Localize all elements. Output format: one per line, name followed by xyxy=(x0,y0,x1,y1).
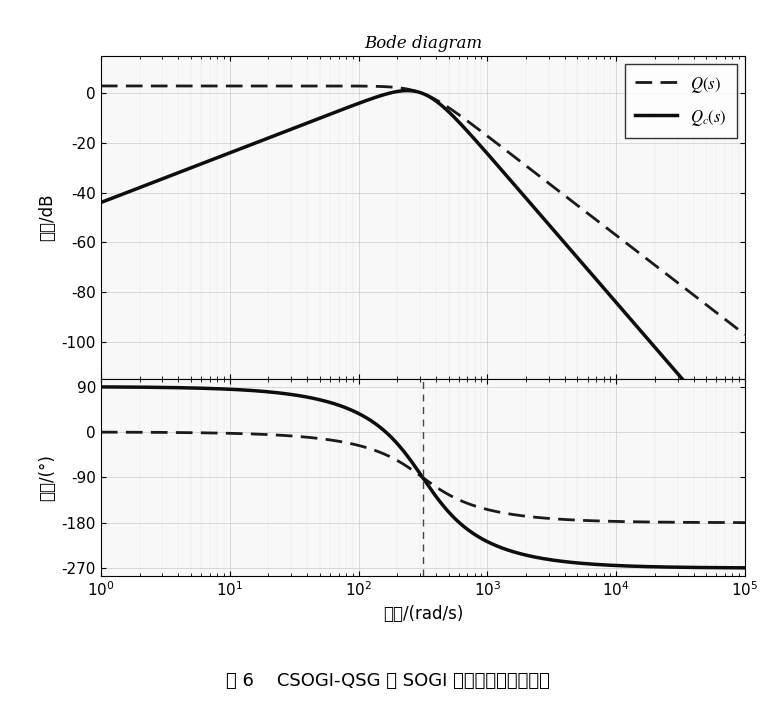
Title: Bode diagram: Bode diagram xyxy=(364,35,482,52)
$Q(s)$ xyxy=(129,81,138,90)
Legend: $Q(s)$, $Q_c(s)$: $Q(s)$, $Q_c(s)$ xyxy=(625,65,736,138)
$Q(s)$ xyxy=(114,81,123,90)
$Q_c(s)$ xyxy=(505,176,514,184)
$Q_c(s)$ xyxy=(573,255,583,263)
$Q(s)$ xyxy=(573,202,583,211)
$Q_c(s)$ xyxy=(96,198,106,206)
$Q_c(s)$ xyxy=(608,294,618,303)
Line: $Q(s)$: $Q(s)$ xyxy=(101,86,745,335)
$Q(s)$ xyxy=(330,81,339,90)
$Q_c(s)$ xyxy=(740,447,750,456)
$Q(s)$ xyxy=(740,331,750,339)
X-axis label: 频率/(rad/s): 频率/(rad/s) xyxy=(383,604,463,623)
Y-axis label: 幅値/dB: 幅値/dB xyxy=(38,194,56,241)
$Q(s)$ xyxy=(505,150,514,158)
$Q_c(s)$ xyxy=(129,186,138,194)
$Q(s)$ xyxy=(477,128,487,136)
$Q_c(s)$ xyxy=(477,143,487,152)
$Q_c(s)$ xyxy=(329,108,338,117)
$Q(s)$ xyxy=(96,81,106,90)
Y-axis label: 相位/(°): 相位/(°) xyxy=(38,454,56,501)
Line: $Q_c(s)$: $Q_c(s)$ xyxy=(101,91,745,451)
$Q_c(s)$ xyxy=(403,86,412,95)
$Q(s)$ xyxy=(608,228,618,237)
Text: 图 6    CSOGI-QSG 与 SOGI 虚拟正交信号对比图: 图 6 CSOGI-QSG 与 SOGI 虚拟正交信号对比图 xyxy=(226,672,550,690)
